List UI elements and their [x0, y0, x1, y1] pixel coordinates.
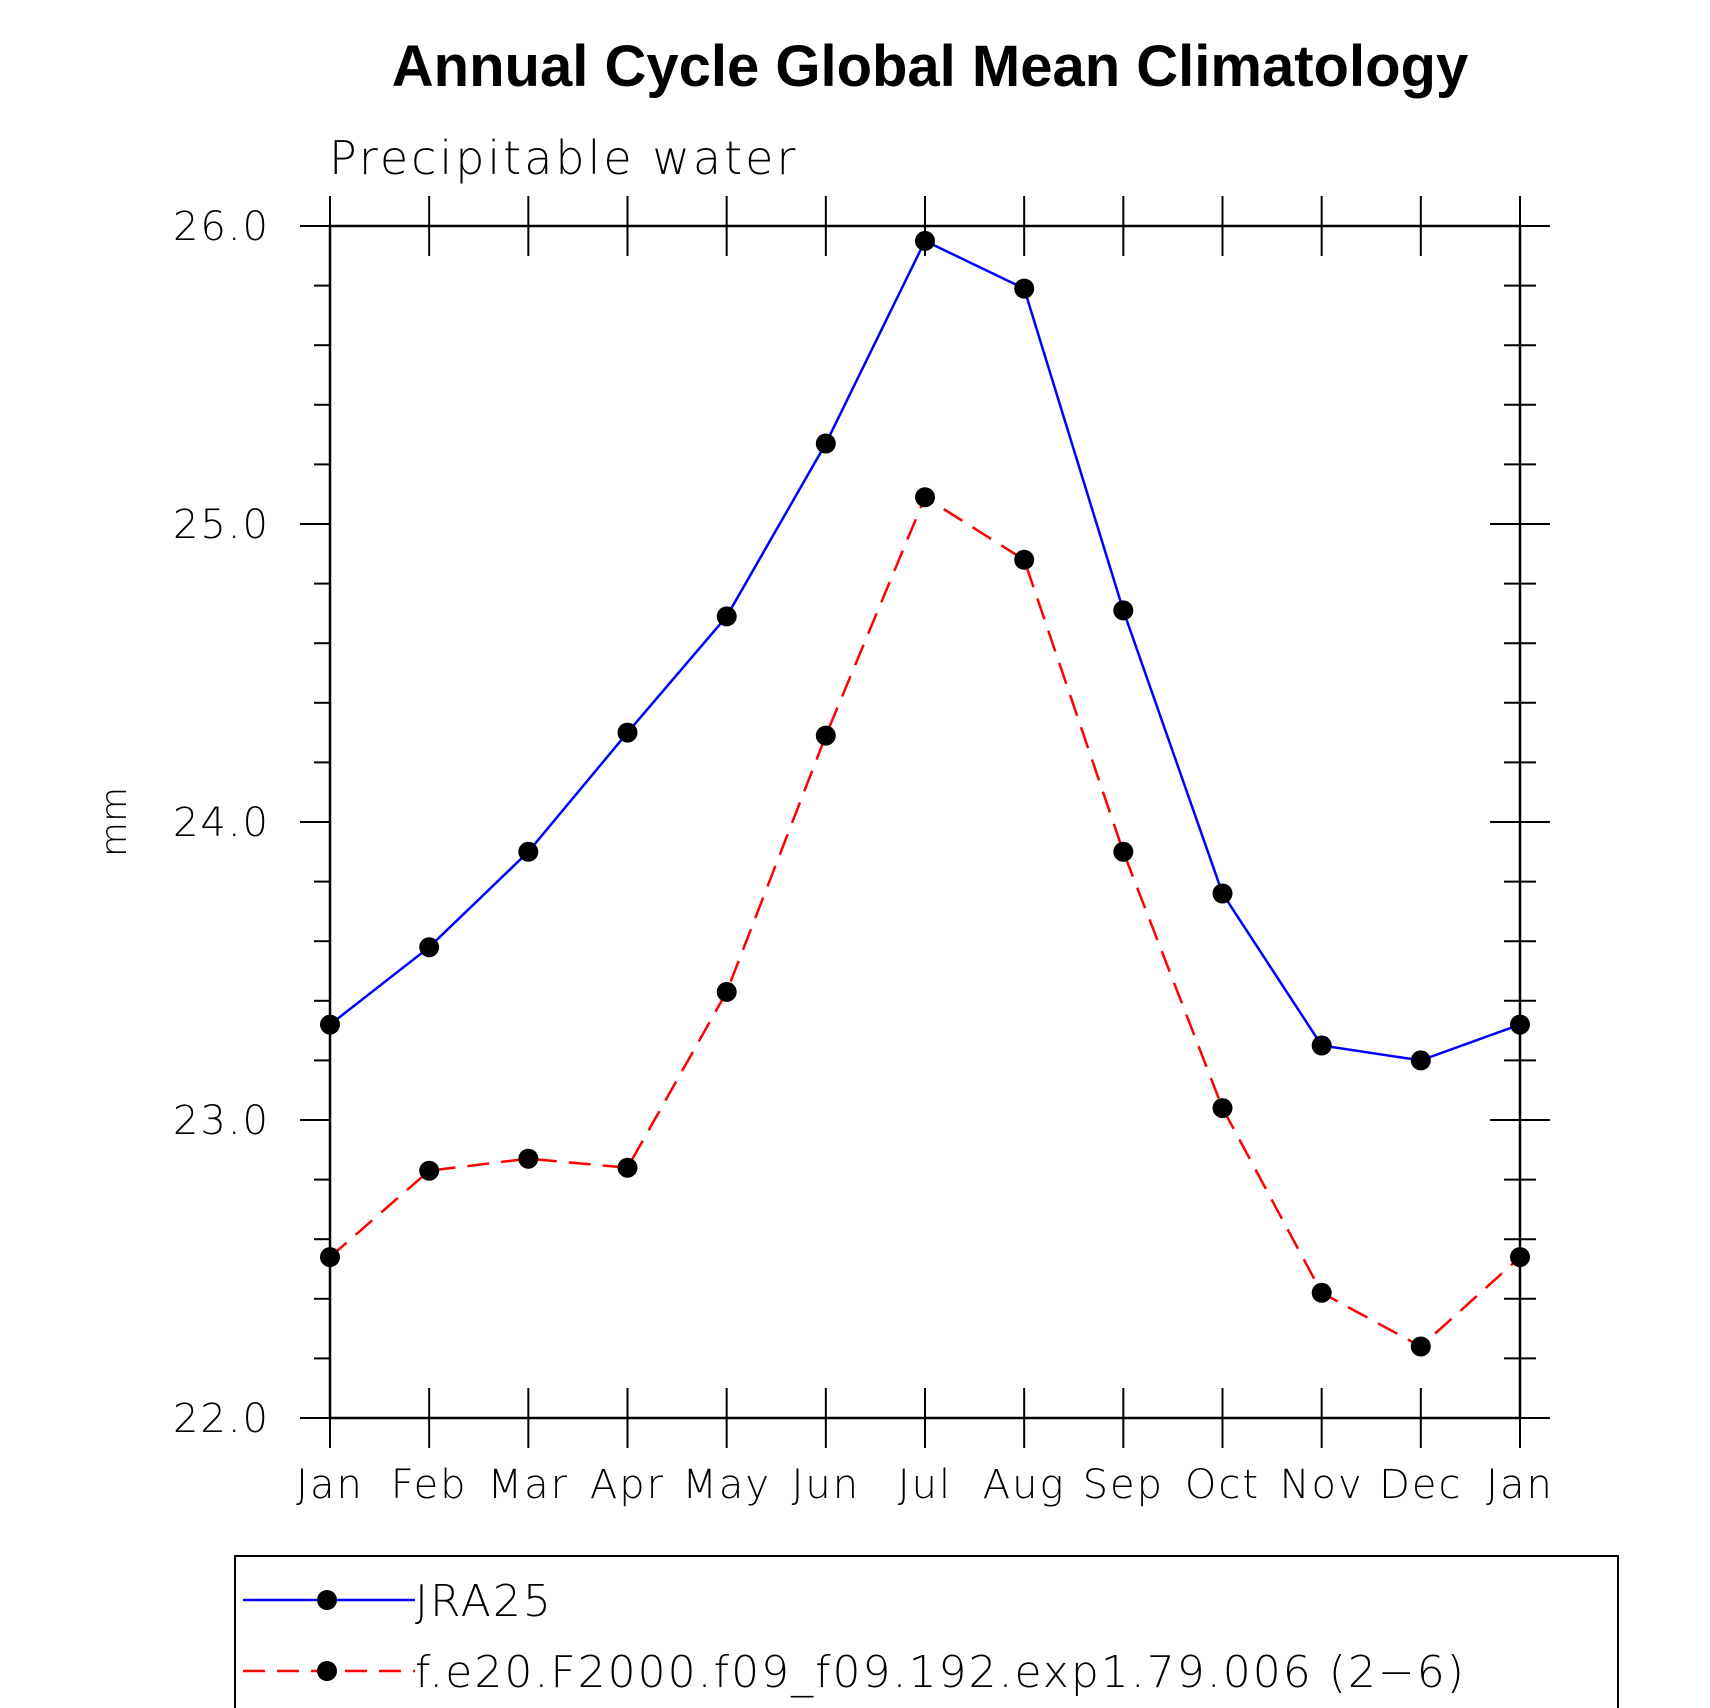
x-tick-labels: Jan Feb Mar Apr May Jun Jul Aug Sep Oct Nov Dec Jan	[296, 1462, 1554, 1508]
data-point	[1113, 841, 1134, 862]
data-point	[617, 1157, 638, 1178]
data-point	[1311, 1035, 1332, 1056]
data-point	[518, 841, 539, 862]
data-point	[320, 1014, 340, 1035]
data-point	[1212, 883, 1233, 904]
x-tick-label: Oct	[1185, 1462, 1260, 1508]
x-tick-label: Dec	[1379, 1462, 1462, 1508]
series-lines	[329, 239, 1521, 1349]
legend-label-model: f.e20.F2000.f09_f09.192.exp1.79.006 (2−6…	[415, 1647, 1466, 1698]
data-point	[1113, 600, 1134, 621]
legend-box	[234, 1555, 1619, 1708]
x-tick-label: Sep	[1083, 1462, 1164, 1508]
x-tick-label: Jun	[792, 1462, 861, 1508]
data-point	[617, 722, 638, 743]
x-tick-label: Jan	[1486, 1462, 1554, 1508]
data-point	[716, 981, 737, 1002]
data-point	[320, 1247, 340, 1268]
y-tick-label: 24.0	[173, 800, 270, 846]
y-tick-label: 22.0	[173, 1396, 270, 1442]
x-tick-label: Apr	[590, 1462, 665, 1508]
plot-frame	[328, 224, 1522, 1420]
y-tick-labels: 22.0 23.0 24.0 25.0 26.0	[173, 204, 270, 1442]
chart-title: Annual Cycle Global Mean Climatology	[392, 34, 1468, 99]
y-tick-label: 25.0	[173, 502, 270, 548]
data-point	[419, 1160, 440, 1181]
x-tick-label: Jul	[898, 1462, 952, 1508]
legend-label-jra25: JRA25	[415, 1576, 553, 1627]
data-point	[716, 606, 737, 627]
chart-subtitle: Precipitable water	[329, 131, 798, 185]
legend-marker-model	[317, 1661, 337, 1681]
data-point	[915, 487, 935, 508]
legend: JRA25 f.e20.F2000.f09_f09.192.exp1.79.00…	[234, 1555, 1619, 1708]
x-tick-label: Jan	[296, 1462, 364, 1508]
x-tick-label: Nov	[1280, 1462, 1364, 1508]
x-tick-label: Mar	[488, 1462, 569, 1508]
series-line-0	[329, 239, 1521, 1062]
data-point	[815, 725, 836, 746]
x-tick-label: Aug	[983, 1462, 1066, 1508]
data-point	[1410, 1050, 1431, 1071]
data-point	[815, 433, 836, 454]
data-point	[419, 937, 440, 958]
data-point	[1014, 278, 1035, 299]
data-point	[1212, 1098, 1233, 1119]
y-axis-label: mm	[94, 787, 135, 857]
data-point	[1410, 1336, 1431, 1357]
series-points	[320, 230, 1530, 1357]
x-tick-label: May	[682, 1462, 771, 1508]
data-point	[1510, 1014, 1530, 1035]
data-point	[915, 230, 935, 251]
axis-ticks	[300, 196, 1550, 1448]
y-tick-label: 23.0	[173, 1098, 270, 1144]
data-point	[1014, 549, 1035, 570]
data-point	[1510, 1247, 1530, 1268]
y-tick-label: 26.0	[173, 204, 270, 250]
data-point	[518, 1148, 539, 1169]
x-tick-label: Feb	[391, 1462, 468, 1508]
series-line-1	[329, 495, 1521, 1349]
legend-marker-jra25	[317, 1590, 337, 1610]
data-point	[1311, 1282, 1332, 1303]
